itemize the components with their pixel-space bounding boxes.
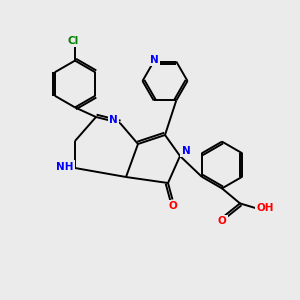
Text: NH: NH <box>56 161 73 172</box>
Text: O: O <box>218 216 226 226</box>
Text: O: O <box>168 201 177 211</box>
Text: N: N <box>182 146 190 156</box>
Text: N: N <box>150 55 159 65</box>
Text: OH: OH <box>257 203 274 213</box>
Text: Cl: Cl <box>68 36 79 46</box>
Text: N: N <box>109 115 118 125</box>
